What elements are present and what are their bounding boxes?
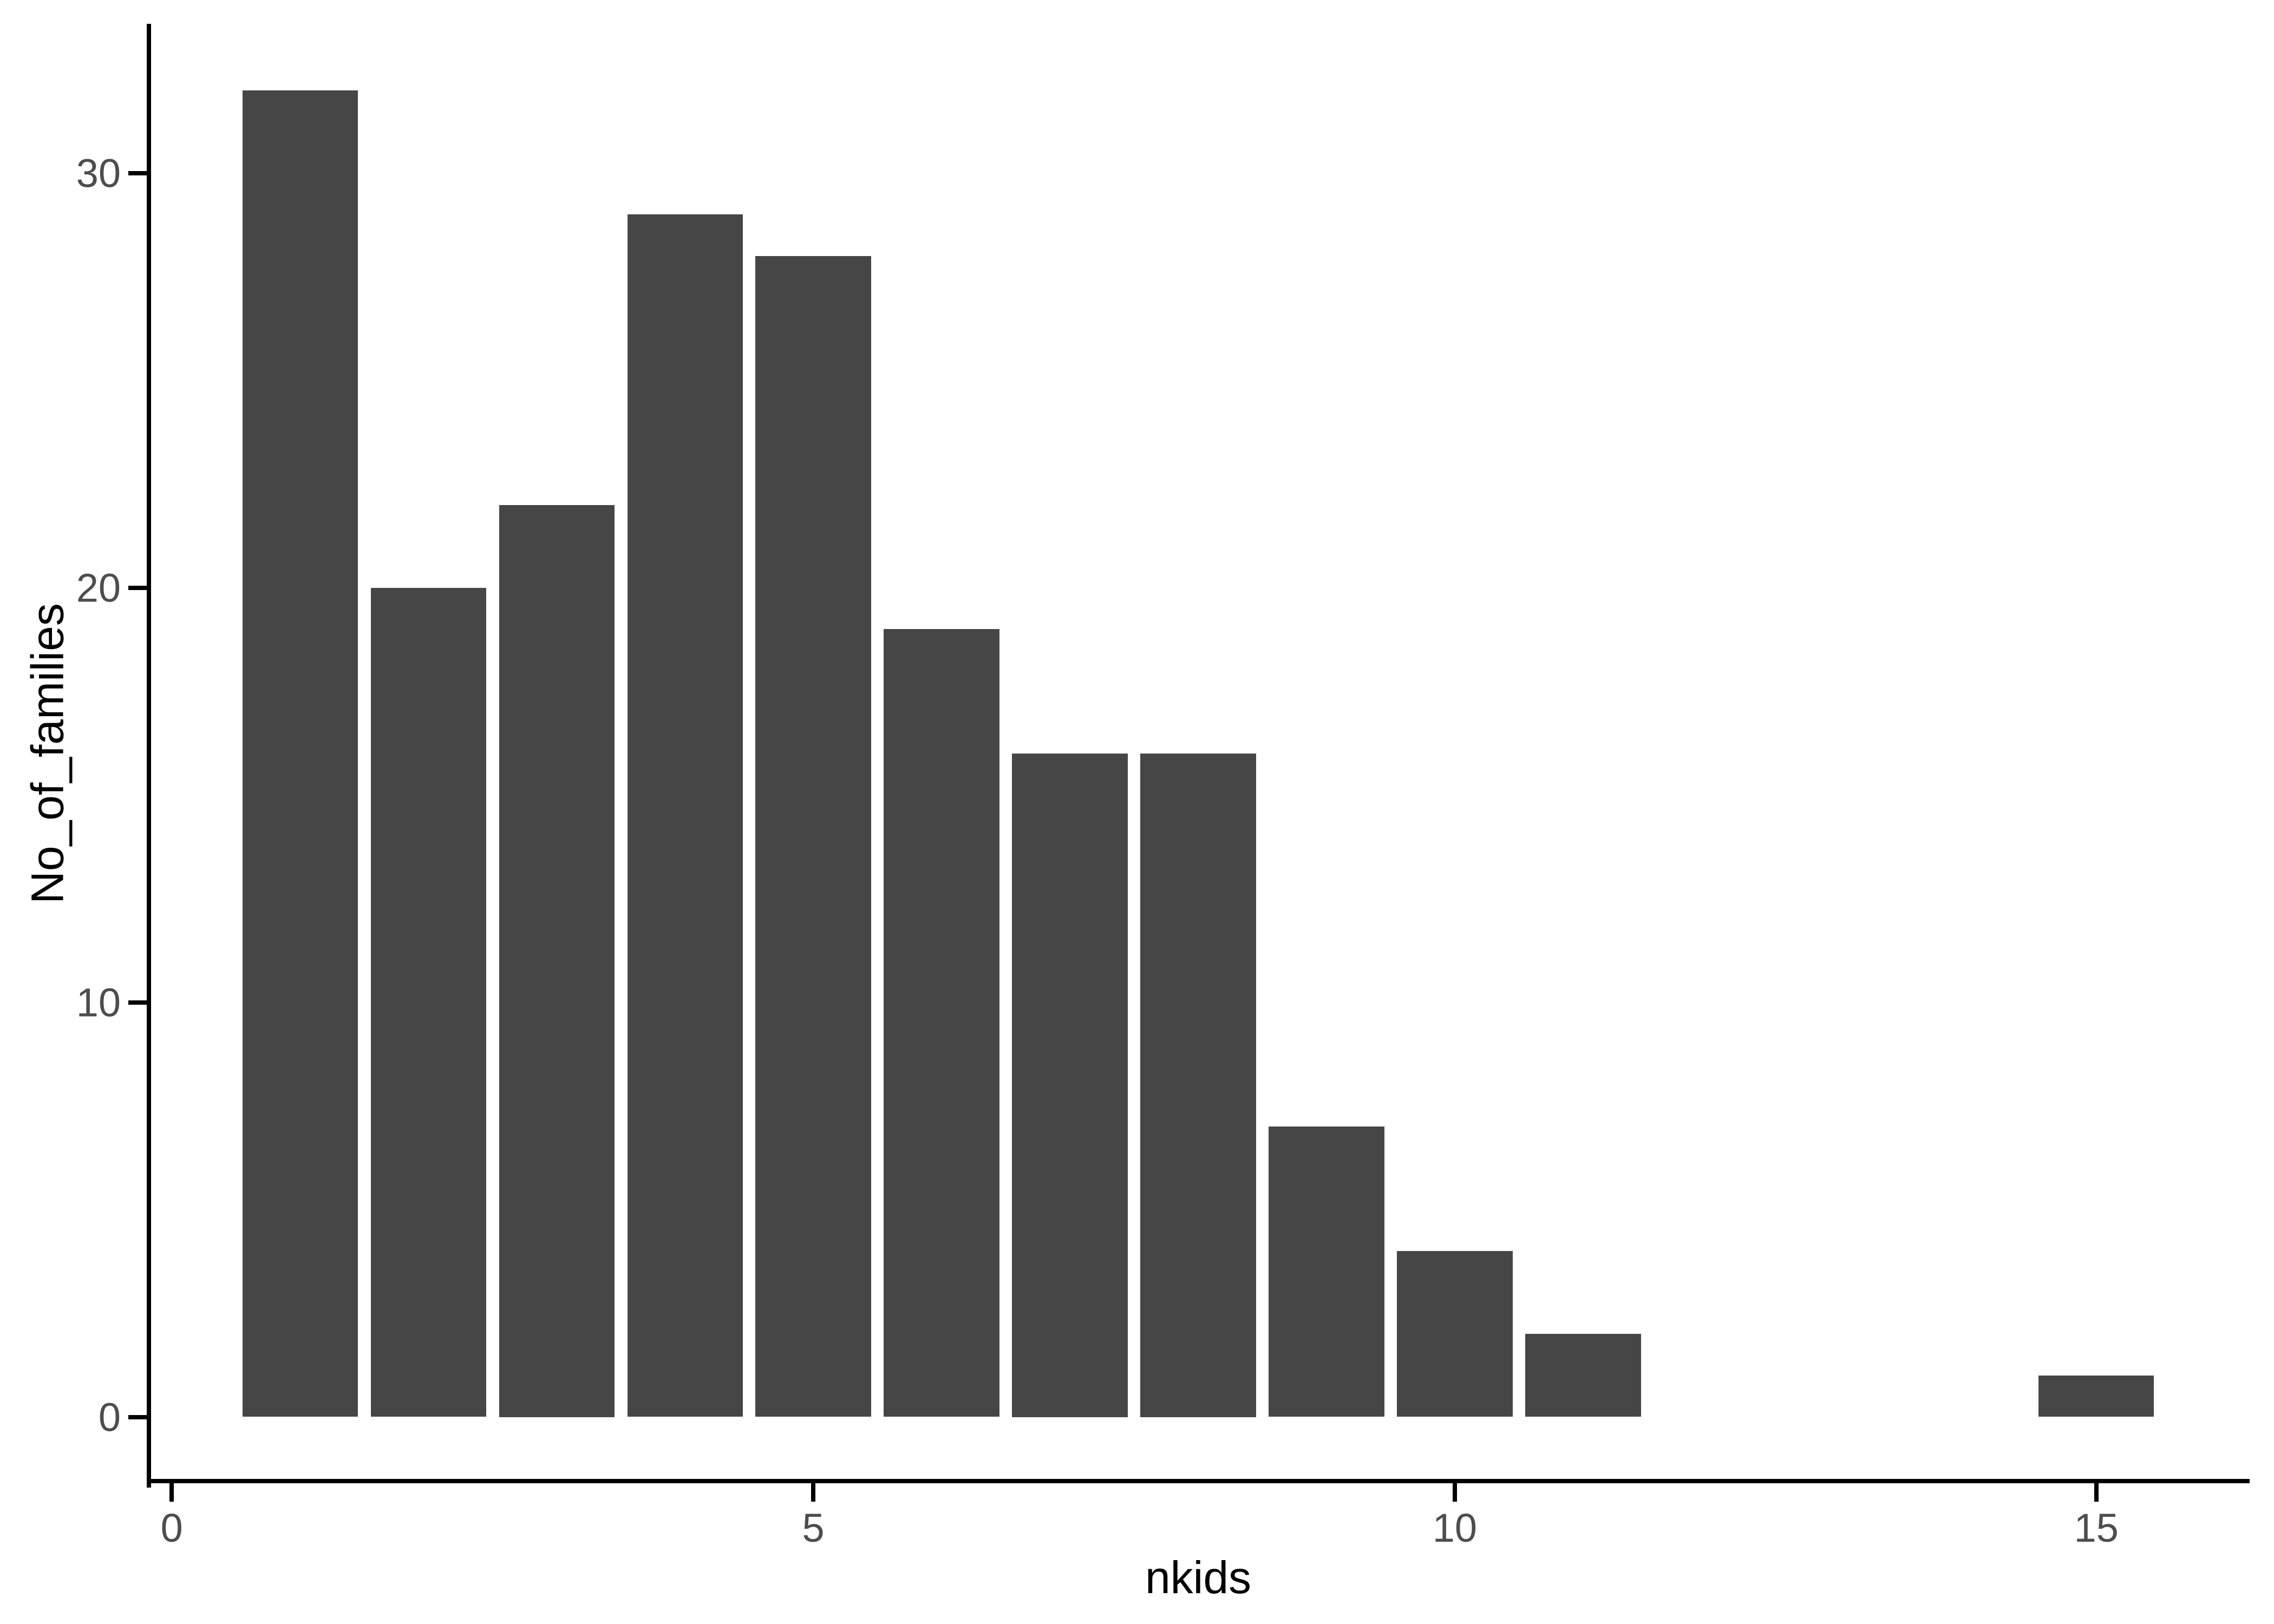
y-tick-label: 20	[76, 565, 121, 611]
bar	[1397, 1251, 1513, 1417]
y-axis-title: No_of_families	[22, 603, 73, 904]
x-tick-mark	[169, 1483, 174, 1502]
y-tick-mark	[128, 585, 147, 590]
bar	[627, 214, 743, 1417]
bar	[884, 629, 999, 1417]
x-tick-mark	[811, 1483, 816, 1502]
bar	[242, 90, 358, 1417]
bar	[499, 505, 615, 1417]
bar	[1140, 754, 1256, 1417]
x-axis-line	[147, 1479, 2250, 1483]
bar	[1269, 1127, 1384, 1417]
x-axis-title: nkids	[1145, 1552, 1252, 1603]
y-tick-mark	[128, 1000, 147, 1005]
y-tick-label: 30	[76, 150, 121, 196]
y-axis-line	[147, 24, 151, 1488]
x-tick-label: 15	[2074, 1505, 2119, 1550]
bar	[370, 587, 486, 1417]
x-tick-label: 0	[160, 1505, 183, 1550]
y-tick-label: 10	[76, 980, 121, 1025]
bar	[755, 256, 871, 1417]
x-tick-mark	[1452, 1483, 1457, 1502]
bar	[2038, 1375, 2154, 1417]
x-tick-label: 5	[802, 1505, 825, 1550]
y-tick-mark	[128, 171, 147, 175]
y-tick-mark	[128, 1415, 147, 1419]
x-tick-mark	[2094, 1483, 2099, 1502]
bar	[1525, 1334, 1641, 1417]
y-tick-label: 0	[98, 1394, 121, 1439]
bar	[1012, 754, 1128, 1417]
x-tick-label: 10	[1432, 1505, 1478, 1550]
